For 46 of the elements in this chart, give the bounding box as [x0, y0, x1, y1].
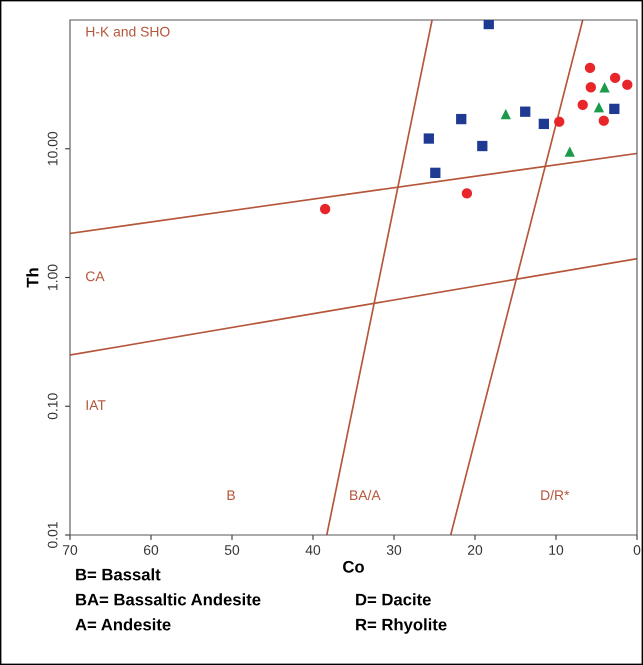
- annotation: IAT: [86, 400, 106, 410]
- x-tick-label: 60: [144, 545, 158, 555]
- x-tick-label: 20: [468, 545, 482, 555]
- text: BA= Bassaltic Andesite: [76, 593, 260, 606]
- annotation: CA: [86, 271, 105, 282]
- x-axis-title: Co: [343, 560, 364, 573]
- point: [500, 108, 511, 120]
- point: [424, 133, 434, 144]
- point: [430, 168, 440, 178]
- x-tick-label: 10: [549, 545, 564, 555]
- point: [477, 140, 488, 152]
- point: [578, 100, 588, 110]
- point: [564, 146, 575, 157]
- annotation: D/R*: [541, 490, 570, 500]
- annotation: H-K and SHO: [86, 26, 170, 37]
- y-tick-label: 1.00: [48, 264, 58, 290]
- y-axis-title: Th: [26, 268, 38, 288]
- point: [586, 82, 596, 92]
- point: [610, 72, 620, 84]
- point: [622, 80, 632, 90]
- y-tick-label: 10.00: [48, 132, 58, 166]
- x-tick-label: 0: [634, 545, 640, 555]
- text: R= Rhyolite: [356, 618, 447, 634]
- point: [554, 116, 564, 127]
- text: D= Dacite: [356, 593, 431, 606]
- annotation: BA/A: [350, 490, 381, 500]
- point: [594, 102, 604, 112]
- point: [599, 82, 610, 92]
- point: [484, 20, 494, 30]
- x-tick-label: 50: [224, 545, 240, 555]
- x-tick-label: 30: [386, 545, 402, 555]
- x-tick-label: 70: [62, 545, 78, 555]
- y-tick-label: 0.01: [48, 522, 58, 548]
- point: [598, 116, 609, 126]
- point: [538, 118, 549, 130]
- point: [520, 106, 530, 117]
- y-tick-label: 0.10: [48, 393, 58, 420]
- text: A= Andesite: [75, 618, 171, 630]
- x-tick-label: 40: [306, 545, 320, 555]
- text: B= Bassalt: [76, 568, 160, 580]
- point: [609, 104, 620, 114]
- point: [462, 188, 472, 199]
- point: [456, 114, 466, 124]
- point: [320, 204, 330, 214]
- annotation: B: [228, 490, 235, 500]
- point: [584, 62, 596, 73]
